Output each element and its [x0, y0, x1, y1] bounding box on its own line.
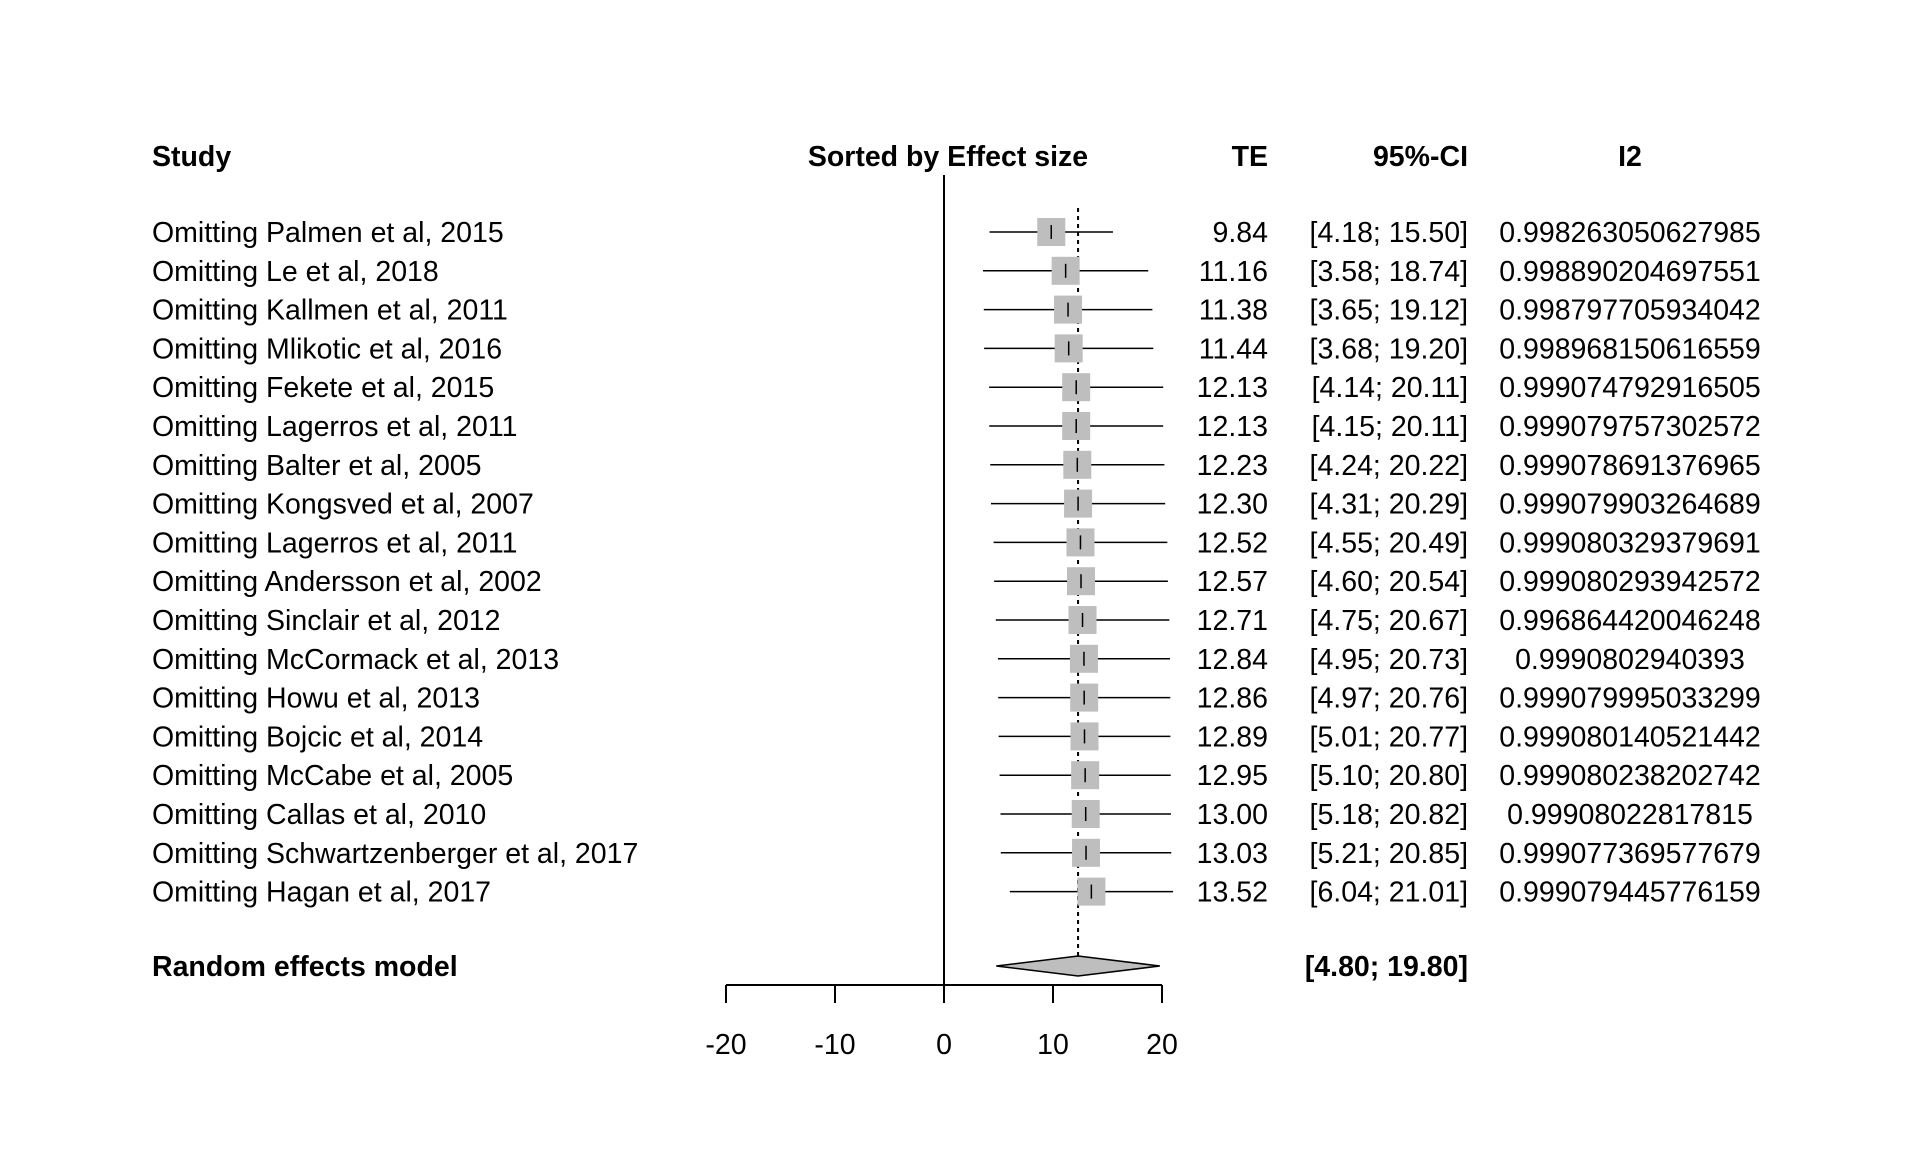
study-ci-3: [3.65; 19.12]: [1310, 295, 1468, 327]
study-te-14: 12.89: [1197, 721, 1268, 753]
study-ci-7: [4.24; 20.22]: [1310, 450, 1468, 482]
x-tick-label-3: 0: [936, 1029, 952, 1061]
study-label-11: Omitting Sinclair et al, 2012: [152, 605, 501, 637]
study-ci-9: [4.55; 20.49]: [1310, 527, 1468, 559]
study-ci-10: [4.60; 20.54]: [1310, 566, 1468, 598]
plot-marks: [943, 175, 1174, 985]
x-tick-label-2: -10: [814, 1029, 855, 1061]
study-label-15: Omitting McCabe et al, 2005: [152, 760, 513, 792]
study-label-13: Omitting Howu et al, 2013: [152, 683, 480, 715]
study-te-5: 12.13: [1197, 372, 1268, 404]
study-label-2: Omitting Le et al, 2018: [152, 256, 439, 288]
study-label-6: Omitting Lagerros et al, 2011: [152, 411, 517, 443]
study-label-8: Omitting Kongsved et al, 2007: [152, 489, 534, 521]
x-axis: -20 -10 0 10 20: [705, 984, 1178, 1061]
study-ci-5: [4.14; 20.11]: [1312, 372, 1468, 404]
study-ci-16: [5.18; 20.82]: [1310, 799, 1468, 831]
study-te-6: 12.13: [1197, 411, 1268, 443]
study-i2-5: 0.999074792916505: [1499, 372, 1761, 404]
x-tick-label-1: -20: [705, 1029, 746, 1061]
study-i2-11: 0.996864420046248: [1499, 605, 1761, 637]
study-i2-14: 0.999080140521442: [1499, 721, 1761, 753]
study-label-18: Omitting Hagan et al, 2017: [152, 877, 491, 909]
study-te-3: 11.38: [1199, 295, 1268, 327]
study-i2-15: 0.999080238202742: [1499, 760, 1761, 792]
study-te-8: 12.30: [1197, 489, 1268, 521]
study-ci-12: [4.95; 20.73]: [1310, 644, 1468, 676]
study-i2-9: 0.999080329379691: [1499, 527, 1761, 559]
study-i2-7: 0.999078691376965: [1499, 450, 1761, 482]
header-i2: I2: [1618, 141, 1642, 173]
study-i2-13: 0.999079995033299: [1499, 683, 1761, 715]
study-label-17: Omitting Schwartzenberger et al, 2017: [152, 838, 638, 870]
study-label-10: Omitting Andersson et al, 2002: [152, 566, 542, 598]
study-te-11: 12.71: [1197, 605, 1268, 637]
pooled-ci-text: [4.80; 19.80]: [1305, 951, 1468, 983]
study-label-7: Omitting Balter et al, 2005: [152, 450, 482, 482]
study-te-1: 9.84: [1213, 217, 1269, 249]
study-te-2: 11.16: [1199, 256, 1268, 288]
study-te-4: 11.44: [1199, 333, 1268, 365]
study-ci-4: [3.68; 19.20]: [1310, 333, 1468, 365]
pooled-diamond: [996, 955, 1160, 977]
study-label-3: Omitting Kallmen et al, 2011: [152, 295, 508, 327]
study-i2-12: 0.9990802940393: [1515, 644, 1745, 676]
study-i2-16: 0.99908022817815: [1507, 799, 1753, 831]
study-te-16: 13.00: [1197, 799, 1268, 831]
study-label-4: Omitting Mlikotic et al, 2016: [152, 333, 502, 365]
study-te-12: 12.84: [1197, 644, 1268, 676]
study-ci-8: [4.31; 20.29]: [1310, 489, 1468, 521]
study-i2-3: 0.998797705934042: [1499, 295, 1761, 327]
study-i2-8: 0.999079903264689: [1499, 489, 1761, 521]
study-ci-11: [4.75; 20.67]: [1310, 605, 1468, 637]
header-study: Study: [152, 141, 231, 173]
study-ci-14: [5.01; 20.77]: [1310, 721, 1468, 753]
study-te-9: 12.52: [1197, 527, 1268, 559]
header-ci: 95%-CI: [1373, 141, 1468, 173]
study-ci-6: [4.15; 20.11]: [1312, 411, 1468, 443]
study-ci-2: [3.58; 18.74]: [1310, 256, 1468, 288]
study-i2-18: 0.999079445776159: [1499, 877, 1761, 909]
study-te-17: 13.03: [1197, 838, 1268, 870]
study-te-13: 12.86: [1197, 683, 1268, 715]
study-te-7: 12.23: [1197, 450, 1268, 482]
study-ci-15: [5.10; 20.80]: [1310, 760, 1468, 792]
study-i2-2: 0.998890204697551: [1499, 256, 1761, 288]
study-ci-18: [6.04; 21.01]: [1310, 877, 1468, 909]
header-te: TE: [1232, 141, 1268, 173]
study-label-9: Omitting Lagerros et al, 2011: [152, 527, 517, 559]
study-label-12: Omitting McCormack et al, 2013: [152, 644, 559, 676]
study-ci-13: [4.97; 20.76]: [1310, 683, 1468, 715]
x-tick-label-4: 10: [1037, 1029, 1069, 1061]
study-rows: Omitting Palmen et al, 2015 9.84 [4.18; 15…: [152, 217, 1761, 909]
study-ci-1: [4.18; 15.50]: [1310, 217, 1468, 249]
study-label-5: Omitting Fekete et al, 2015: [152, 372, 494, 404]
study-i2-6: 0.999079757302572: [1499, 411, 1761, 443]
study-label-1: Omitting Palmen et al, 2015: [152, 217, 504, 249]
study-label-14: Omitting Bojcic et al, 2014: [152, 721, 483, 753]
study-i2-1: 0.998263050627985: [1499, 217, 1761, 249]
study-i2-4: 0.998968150616559: [1499, 333, 1761, 365]
study-te-10: 12.57: [1197, 566, 1268, 598]
study-ci-17: [5.21; 20.85]: [1310, 838, 1468, 870]
study-label-16: Omitting Callas et al, 2010: [152, 799, 486, 831]
study-te-18: 13.52: [1197, 877, 1268, 909]
pooled-label: Random effects model: [152, 951, 458, 983]
study-te-15: 12.95: [1197, 760, 1268, 792]
study-i2-10: 0.999080293942572: [1499, 566, 1761, 598]
header-sort: Sorted by Effect size: [808, 141, 1088, 173]
x-tick-label-5: 20: [1146, 1029, 1178, 1061]
study-i2-17: 0.999077369577679: [1499, 838, 1761, 870]
